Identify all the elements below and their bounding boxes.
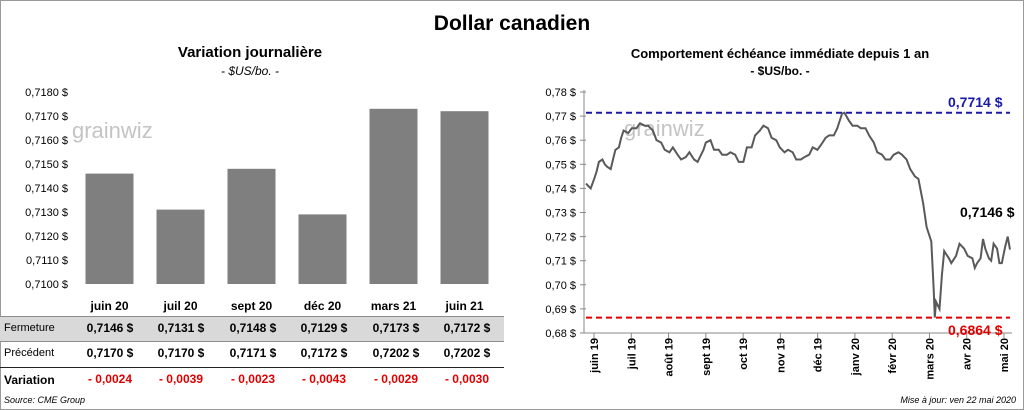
page-title: Dollar canadien bbox=[433, 12, 591, 35]
x-tick-label: août 19 bbox=[664, 338, 676, 377]
close-cell: 0,7148 $ bbox=[229, 321, 277, 335]
table-row-variation: Variation - 0,0024 - 0,0039 - 0,0023 - 0… bbox=[0, 367, 504, 392]
table-row-close: Fermeture 0,7146 $ 0,7131 $ 0,7148 $ 0,7… bbox=[0, 316, 504, 342]
y-tick-label: 0,7120 $ bbox=[25, 231, 68, 243]
close-cell: 0,7173 $ bbox=[372, 321, 420, 335]
x-tick-label: avr 20 bbox=[962, 338, 974, 370]
y-tick-label: 0,7110 $ bbox=[26, 255, 68, 267]
y-tick-label: 0,75 $ bbox=[545, 159, 576, 171]
bar bbox=[227, 168, 276, 284]
y-tick-label: 0,72 $ bbox=[545, 232, 576, 244]
y-tick-label: 0,7140 $ bbox=[25, 183, 68, 195]
x-tick-label: mars 20 bbox=[924, 338, 936, 380]
right-chart-unit: - $US/bo. - bbox=[750, 64, 810, 78]
y-tick-label: 0,71 $ bbox=[545, 256, 576, 268]
y-tick-label: 0,73 $ bbox=[545, 208, 576, 220]
y-tick-label: 0,70 $ bbox=[545, 280, 576, 292]
high-value-label: 0,7714 $ bbox=[948, 94, 1003, 110]
left-chart-title: Variation journalière bbox=[177, 44, 323, 61]
previous-cell: 0,7202 $ bbox=[443, 346, 491, 360]
category-label: mars 21 bbox=[371, 299, 417, 313]
update-note: Mise à jour: ven 22 mai 2020 bbox=[900, 395, 1016, 405]
y-tick-label: 0,76 $ bbox=[545, 135, 576, 147]
x-tick-label: janv 20 bbox=[850, 338, 862, 376]
category-label: juil 20 bbox=[162, 299, 197, 313]
category-label: déc 20 bbox=[304, 299, 342, 313]
bar bbox=[85, 173, 134, 284]
left-chart-unit: - $US/bo. - bbox=[220, 64, 280, 78]
x-tick-label: mai 20 bbox=[999, 338, 1011, 372]
last-value-label: 0,7146 $ bbox=[960, 204, 1015, 220]
bar bbox=[156, 209, 205, 284]
x-tick-label: oct 19 bbox=[738, 338, 750, 370]
previous-cell: 0,7172 $ bbox=[300, 346, 348, 360]
previous-cell: 0,7171 $ bbox=[229, 346, 277, 360]
y-tick-label: 0,69 $ bbox=[545, 304, 576, 316]
variation-cell: - 0,0023 bbox=[230, 372, 276, 386]
category-label: juin 21 bbox=[444, 299, 483, 313]
category-label: juin 20 bbox=[89, 299, 128, 313]
y-tick-label: 0,7100 $ bbox=[25, 279, 68, 291]
close-cell: 0,7129 $ bbox=[300, 321, 348, 335]
price-series-line bbox=[585, 111, 1011, 318]
y-tick-label: 0,7180 $ bbox=[25, 87, 68, 99]
x-tick-label: juin 19 bbox=[589, 338, 601, 374]
y-tick-label: 0,7170 $ bbox=[25, 111, 68, 123]
variation-cell: - 0,0030 bbox=[444, 372, 490, 386]
close-cell: 0,7131 $ bbox=[157, 321, 205, 335]
bar bbox=[440, 111, 489, 284]
bar bbox=[369, 108, 418, 284]
y-tick-label: 0,7130 $ bbox=[25, 207, 68, 219]
y-tick-label: 0,74 $ bbox=[545, 183, 576, 195]
row-label-variation: Variation bbox=[4, 373, 55, 387]
y-tick-label: 0,7160 $ bbox=[25, 135, 68, 147]
right-chart-title: Comportement échéance immédiate depuis 1… bbox=[630, 46, 930, 61]
bar bbox=[298, 214, 347, 284]
y-tick-label: 0,7150 $ bbox=[25, 159, 68, 171]
y-tick-label: 0,68 $ bbox=[545, 328, 576, 340]
x-tick-label: juil 19 bbox=[626, 338, 638, 370]
previous-cell: 0,7170 $ bbox=[86, 346, 134, 360]
close-cell: 0,7172 $ bbox=[443, 321, 491, 335]
previous-cell: 0,7202 $ bbox=[372, 346, 420, 360]
row-label-close: Fermeture bbox=[4, 322, 55, 334]
x-tick-label: sept 19 bbox=[701, 338, 713, 376]
row-label-previous: Précédent bbox=[4, 347, 55, 359]
y-tick-label: 0,77 $ bbox=[545, 111, 576, 123]
variation-cell: - 0,0039 bbox=[158, 372, 204, 386]
x-tick-label: févr 20 bbox=[887, 338, 899, 373]
y-tick-label: 0,78 $ bbox=[545, 87, 576, 99]
category-label: sept 20 bbox=[231, 299, 273, 313]
variation-cell: - 0,0043 bbox=[301, 372, 347, 386]
close-cell: 0,7146 $ bbox=[86, 321, 134, 335]
source-note: Source: CME Group bbox=[4, 395, 86, 405]
table-row-previous: Précédent 0,7170 $ 0,7170 $ 0,7171 $ 0,7… bbox=[0, 342, 504, 366]
x-tick-label: déc 19 bbox=[813, 338, 825, 372]
variation-cell: - 0,0024 bbox=[87, 372, 133, 386]
variation-cell: - 0,0029 bbox=[373, 372, 419, 386]
low-value-label: 0,6864 $ bbox=[948, 322, 1003, 338]
previous-cell: 0,7170 $ bbox=[157, 346, 205, 360]
x-tick-label: nov 19 bbox=[775, 338, 787, 373]
